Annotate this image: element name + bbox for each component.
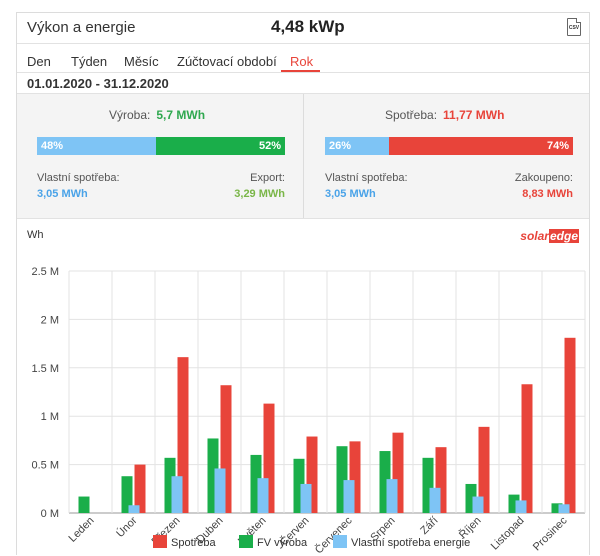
production-self-segment: 48% [37, 137, 156, 155]
x-tick-label: Únor [114, 514, 140, 540]
export-value: 3,29 MWh [234, 188, 285, 200]
consumption-label: Spotřeba: [385, 108, 438, 122]
consumption-self-value: 3,05 MWh [325, 188, 376, 200]
bar-spotreba [564, 337, 576, 513]
widget-title: Výkon a energie [27, 19, 136, 36]
bar-spotreba [134, 464, 146, 513]
bar-spotreba [263, 403, 275, 513]
x-tick-label: Prosinec [531, 514, 570, 553]
date-range: 01.01.2020 - 31.12.2020 [27, 76, 169, 91]
solaredge-logo: solaredge [520, 229, 579, 243]
production-self-label: Vlastní spotřeba: [37, 172, 120, 184]
bar-vlastni-spotreba [515, 500, 527, 513]
bar-spotreba [478, 426, 490, 513]
legend-swatch [333, 535, 347, 548]
energy-widget: Výkon a energie 4,48 kWp CSV Den Týden M… [16, 12, 590, 556]
bar-vlastni-spotreba [558, 504, 570, 513]
bar-spotreba [521, 384, 533, 513]
installed-power: 4,48 kWp [271, 17, 345, 36]
legend-swatch [153, 535, 167, 548]
bar-fv-vyroba [465, 483, 477, 513]
legend-label: FV výroba [257, 537, 308, 549]
summary-panels: Výroba: 5,7 MWh 48% 52% Vlastní spotřeba:… [17, 93, 589, 219]
bar-fv-vyroba [121, 476, 133, 513]
bar-fv-vyroba [336, 446, 348, 513]
consumption-self-pct: 26% [329, 140, 352, 152]
legend-label: Vlastní spotřeba energie [351, 537, 470, 549]
bar-spotreba [435, 447, 447, 513]
production-self-value: 3,05 MWh [37, 188, 88, 200]
production-bar: 48% 52% [37, 137, 285, 155]
tab-den[interactable]: Den [27, 54, 51, 69]
consumption-value: 11,77 MWh [443, 108, 505, 122]
bar-fv-vyroba [207, 438, 219, 513]
y-tick-label: 2.5 M [31, 266, 59, 278]
x-tick-label: Leden [67, 515, 97, 545]
tab-tyden[interactable]: Týden [71, 54, 108, 69]
bar-spotreba [220, 385, 232, 513]
production-label: Výroba: [109, 108, 151, 122]
y-tick-label: 0 M [41, 508, 59, 520]
bar-vlastni-spotreba [343, 480, 355, 513]
consumption-import-segment: 74% [389, 137, 573, 155]
production-value: 5,7 MWh [156, 108, 206, 122]
y-tick-label: 1.5 M [31, 363, 59, 375]
x-tick-label: Listopad [489, 515, 527, 553]
bar-vlastni-spotreba [171, 476, 183, 513]
y-tick-label: 2 M [41, 314, 59, 326]
tab-mesic[interactable]: Měsíc [124, 54, 159, 69]
production-export-pct: 52% [258, 140, 281, 152]
bar-fv-vyroba [508, 494, 520, 513]
bar-vlastni-spotreba [386, 479, 398, 513]
bar-vlastni-spotreba [128, 505, 140, 513]
export-label: Export: [250, 172, 285, 184]
production-export-segment: 52% [156, 137, 285, 155]
x-tick-label: Červenec [312, 514, 355, 556]
active-tab-indicator [281, 70, 320, 72]
chart-area: Wh solaredge 0 M 0.5 M 1 M 1.5 M 2 M 2.5 M Led… [17, 219, 589, 556]
bar-spotreba [349, 441, 361, 513]
y-tick-label: 0.5 M [31, 460, 59, 472]
bar-vlastni-spotreba [257, 478, 269, 513]
production-title: Výroba: 5,7 MWh [109, 108, 205, 122]
consumption-bar: 26% 74% [325, 137, 573, 155]
period-tabs: Den Týden Měsíc Zúčtovací období Rok [17, 44, 589, 73]
bar-fv-vyroba [293, 458, 305, 513]
bar-spotreba [306, 436, 318, 513]
bar-spotreba [177, 357, 189, 513]
bar-vlastni-spotreba [472, 496, 484, 513]
csv-export-icon[interactable]: CSV [567, 18, 581, 36]
bar-vlastni-spotreba [429, 487, 441, 513]
consumption-title: Spotřeba: 11,77 MWh [385, 108, 504, 122]
consumption-import-pct: 74% [546, 140, 569, 152]
consumption-self-label: Vlastní spotřeba: [325, 172, 408, 184]
bar-fv-vyroba [78, 496, 90, 513]
tab-zuctovaci-obdobi[interactable]: Zúčtovací období [177, 54, 277, 69]
legend-swatch [239, 535, 253, 548]
bar-vlastni-spotreba [300, 483, 312, 513]
tab-rok[interactable]: Rok [290, 54, 314, 69]
bar-fv-vyroba [422, 457, 434, 513]
y-axis-unit: Wh [27, 229, 44, 241]
panel-divider [303, 94, 304, 218]
import-label: Zakoupeno: [514, 172, 573, 184]
bar-spotreba [392, 432, 404, 513]
y-tick-label: 1 M [41, 411, 59, 423]
bar-fv-vyroba [551, 503, 563, 513]
production-self-pct: 48% [41, 140, 64, 152]
bar-fv-vyroba [164, 457, 176, 513]
widget-header: Výkon a energie 4,48 kWp CSV [17, 13, 589, 44]
bar-fv-vyroba [379, 451, 391, 513]
legend-label: Spotřeba [171, 537, 217, 549]
bar-fv-vyroba [250, 454, 262, 513]
x-tick-label: Září [418, 515, 440, 537]
consumption-self-segment: 26% [325, 137, 389, 155]
import-value: 8,83 MWh [522, 188, 573, 200]
bar-vlastni-spotreba [214, 468, 226, 513]
